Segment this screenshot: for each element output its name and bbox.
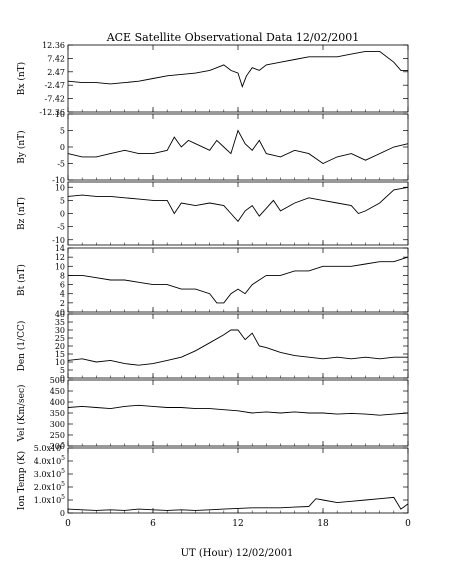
series-line bbox=[67, 50, 408, 88]
y-tick-label: 5.0x105 bbox=[34, 442, 65, 453]
y-tick-label: 5 bbox=[60, 196, 65, 205]
y-tick-label: 2.0x105 bbox=[34, 481, 65, 492]
y-tick-label: 10 bbox=[55, 110, 65, 119]
y-tick-label: -10 bbox=[52, 176, 65, 185]
y-axis-label: Vel (Km/sec) bbox=[16, 384, 27, 442]
y-tick-label: 200 bbox=[50, 442, 65, 451]
y-tick-label: 20 bbox=[55, 342, 65, 351]
y-tick-label: 0 bbox=[60, 143, 65, 152]
y-tick-label: 10 bbox=[55, 358, 65, 367]
x-tick-label: 12 bbox=[232, 519, 243, 529]
series-line bbox=[67, 496, 409, 511]
y-axis-label: Bz (nT) bbox=[16, 197, 27, 230]
y-tick-label: 0 bbox=[60, 308, 65, 317]
y-axis-label: Bx (nT) bbox=[16, 62, 27, 95]
x-tick-label: 18 bbox=[317, 519, 329, 529]
y-tick-label: 1.0x105 bbox=[34, 494, 65, 505]
x-tick-label: 6 bbox=[150, 519, 156, 529]
panel-frame bbox=[67, 181, 409, 246]
y-tick-label: 14 bbox=[55, 244, 65, 253]
y-tick-label: 10 bbox=[55, 262, 65, 271]
y-tick-label: 300 bbox=[50, 420, 65, 429]
y-tick-label: 4.0x105 bbox=[34, 455, 65, 466]
y-tick-label: 5 bbox=[60, 127, 65, 136]
y-tick-label: 30 bbox=[55, 326, 65, 335]
panel-frame bbox=[67, 113, 409, 181]
y-tick-label: 25 bbox=[55, 334, 65, 343]
y-axis-label: Den (1/CC) bbox=[16, 321, 27, 372]
y-tick-label: 500 bbox=[50, 376, 65, 385]
y-tick-label: 7.42 bbox=[47, 54, 65, 63]
y-tick-label: 2.47 bbox=[47, 68, 65, 77]
y-tick-label: 12.36 bbox=[42, 41, 65, 50]
y-tick-label: -2.47 bbox=[44, 81, 65, 90]
y-tick-label: 250 bbox=[50, 431, 65, 440]
y-tick-label: 450 bbox=[50, 387, 65, 396]
y-tick-label: 4 bbox=[60, 290, 65, 299]
series-line bbox=[67, 129, 409, 165]
y-axis-label: By (nT) bbox=[16, 130, 27, 163]
series-line bbox=[67, 329, 408, 366]
y-tick-label: 2 bbox=[60, 299, 65, 308]
y-tick-label: 12 bbox=[55, 253, 65, 262]
y-tick-label: 0 bbox=[60, 509, 65, 518]
y-tick-label: 400 bbox=[50, 398, 65, 407]
panel-frame bbox=[67, 447, 409, 514]
x-tick-label: 0 bbox=[405, 519, 411, 529]
series-line bbox=[67, 186, 409, 223]
series-line bbox=[67, 404, 409, 416]
x-tick-label: 0 bbox=[65, 519, 71, 529]
x-axis-label: UT (Hour) 12/02/2001 bbox=[181, 548, 294, 559]
y-tick-label: 35 bbox=[55, 318, 65, 327]
y-tick-label: 0 bbox=[60, 374, 65, 383]
panel-frame bbox=[67, 313, 409, 379]
y-tick-label: 8 bbox=[60, 271, 65, 280]
y-tick-label: 6 bbox=[60, 281, 65, 290]
chart-title: ACE Satellite Observational Data 12/02/2… bbox=[106, 31, 360, 44]
y-tick-label: 40 bbox=[55, 310, 65, 319]
y-tick-label: 10 bbox=[55, 183, 65, 192]
y-tick-label: -7.42 bbox=[44, 95, 65, 104]
y-tick-label: 5 bbox=[60, 366, 65, 375]
series-line bbox=[68, 256, 409, 304]
y-tick-label: 350 bbox=[50, 409, 65, 418]
y-tick-label: 0 bbox=[60, 210, 65, 219]
y-tick-label: -12.36 bbox=[39, 108, 65, 117]
panel-frame bbox=[67, 44, 409, 113]
y-tick-label: 15 bbox=[55, 350, 65, 359]
y-tick-label: -5 bbox=[57, 223, 65, 232]
y-axis-label: Ion Temp (K) bbox=[16, 451, 27, 510]
y-tick-label: 3.0x105 bbox=[34, 468, 65, 479]
y-tick-label: -5 bbox=[57, 160, 65, 169]
panel-frame bbox=[67, 379, 409, 447]
y-tick-label: -10 bbox=[52, 236, 65, 245]
y-axis-label: Bt (nT) bbox=[16, 264, 27, 296]
